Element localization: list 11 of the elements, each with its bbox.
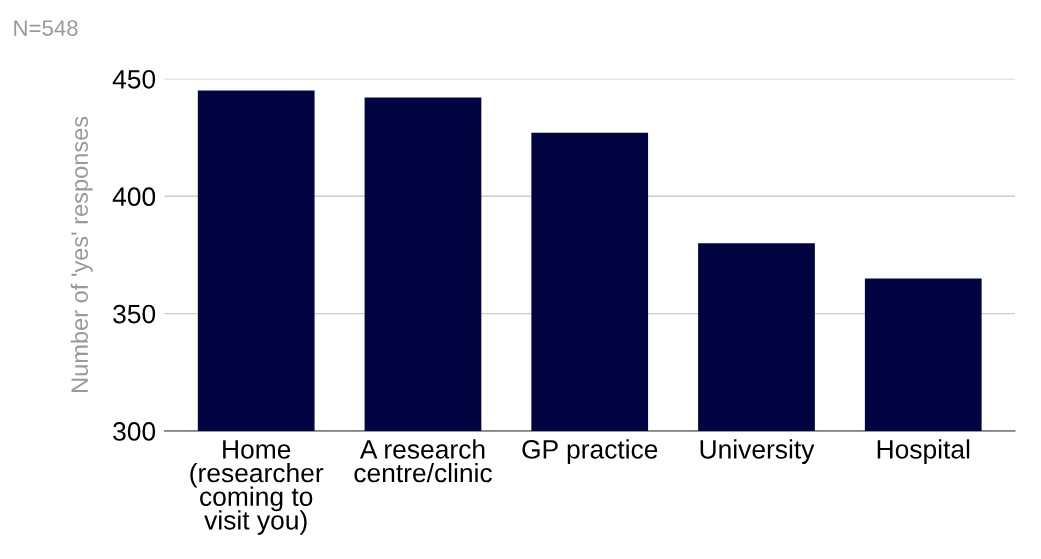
y-axis-title: Number of 'yes' responses xyxy=(70,116,93,392)
y-tick-label: 300 xyxy=(113,422,156,441)
x-tick-label: University xyxy=(700,439,815,464)
chart-title: N=548 xyxy=(14,20,78,36)
x-tick-label: GP practice xyxy=(522,439,658,464)
x-tick-label: Home (researcher coming to visit you) xyxy=(190,440,324,535)
y-tick-label: 350 xyxy=(113,304,156,324)
y-tick-label: 400 xyxy=(112,187,156,207)
x-tick-label: Hospital xyxy=(877,439,970,464)
y-tick-label: 450 xyxy=(112,69,156,89)
x-tick-label: A research centre/clinic xyxy=(354,439,492,483)
